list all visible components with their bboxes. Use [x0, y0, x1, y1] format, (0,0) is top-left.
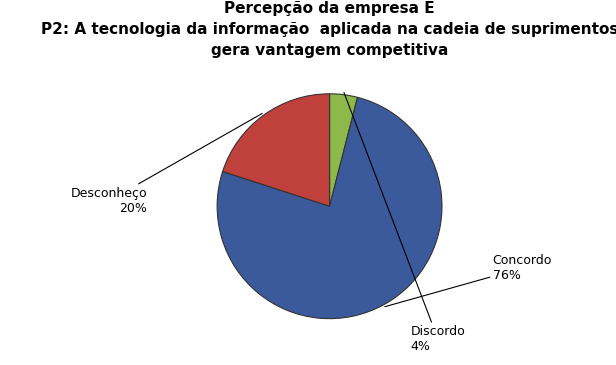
Wedge shape: [222, 94, 330, 206]
Title: Percepção da empresa E
P2: A tecnologia da informação  aplicada na cadeia de sup: Percepção da empresa E P2: A tecnologia …: [41, 1, 616, 58]
Wedge shape: [217, 97, 442, 319]
Wedge shape: [330, 94, 357, 206]
Text: Concordo
76%: Concordo 76%: [385, 254, 552, 307]
Text: Discordo
4%: Discordo 4%: [344, 92, 465, 353]
Text: Desconheço
20%: Desconheço 20%: [71, 114, 262, 215]
